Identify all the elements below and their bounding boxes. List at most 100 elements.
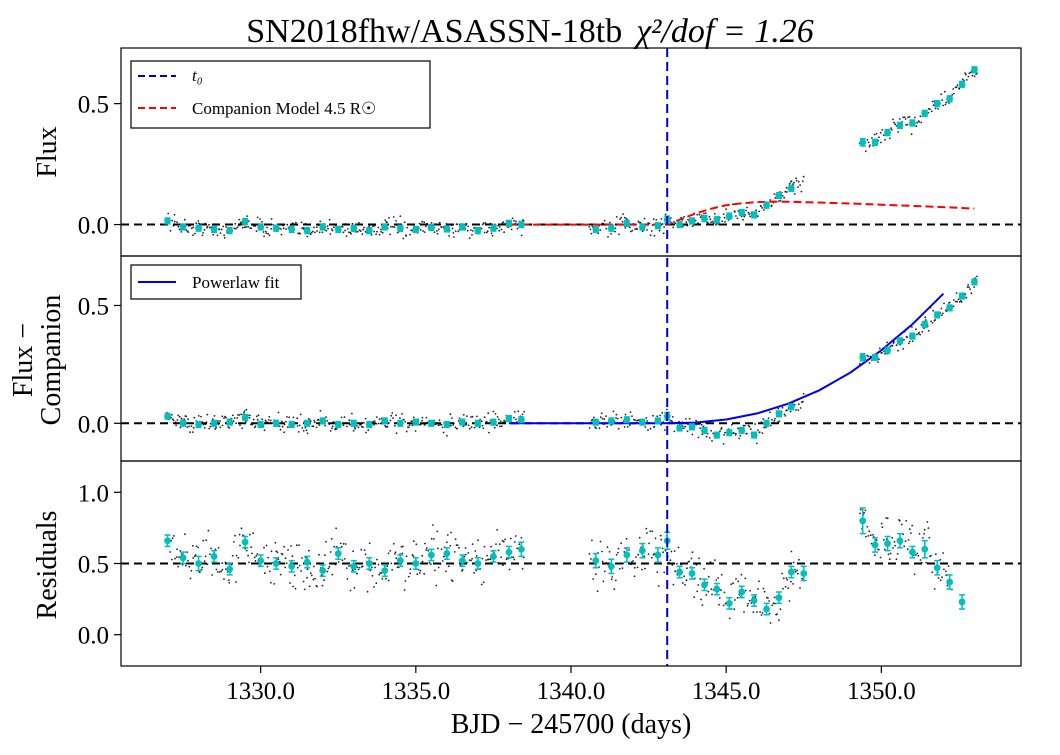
- raw-data-point: [249, 414, 251, 417]
- raw-data-point: [641, 568, 643, 571]
- raw-data-point: [868, 362, 871, 364]
- raw-data-point: [797, 409, 800, 412]
- raw-data-point: [607, 236, 609, 238]
- raw-data-point: [375, 233, 377, 236]
- raw-data-point: [743, 611, 745, 613]
- raw-data-point: [262, 231, 265, 233]
- raw-data-point: [907, 539, 910, 541]
- raw-data-point: [442, 431, 445, 434]
- raw-data-point: [707, 575, 710, 578]
- raw-data-point: [774, 197, 777, 199]
- raw-data-point: [392, 417, 394, 419]
- raw-data-point: [615, 413, 618, 416]
- raw-data-point: [257, 414, 260, 417]
- raw-data-point: [352, 430, 355, 432]
- raw-data-point: [267, 556, 270, 559]
- raw-data-point: [747, 211, 750, 214]
- raw-data-point: [287, 549, 289, 551]
- raw-data-point: [731, 203, 734, 206]
- raw-data-point: [292, 416, 295, 419]
- raw-data-point: [641, 230, 644, 233]
- raw-data-point: [377, 563, 380, 566]
- raw-data-point: [934, 107, 937, 110]
- raw-data-point: [243, 411, 245, 414]
- raw-data-point: [454, 426, 457, 429]
- raw-data-point: [625, 217, 628, 220]
- raw-data-point: [407, 575, 410, 578]
- raw-data-point: [697, 436, 700, 439]
- flux-companion-plot-area: [121, 275, 1021, 445]
- raw-data-point: [911, 326, 913, 328]
- raw-data-point: [404, 420, 406, 423]
- raw-data-point: [940, 93, 943, 96]
- raw-data-point: [908, 340, 911, 343]
- raw-data-point: [799, 407, 802, 409]
- raw-data-point: [656, 415, 659, 418]
- raw-data-point: [331, 427, 333, 430]
- raw-data-point: [192, 426, 195, 429]
- raw-data-point: [243, 410, 246, 412]
- raw-data-point: [264, 572, 266, 575]
- raw-data-point: [296, 566, 299, 569]
- raw-data-point: [470, 416, 472, 418]
- binned-data-point: [921, 545, 929, 553]
- raw-data-point: [326, 225, 329, 228]
- raw-data-point: [235, 581, 238, 583]
- raw-data-point: [328, 218, 331, 221]
- raw-data-point: [923, 533, 925, 535]
- raw-data-point: [173, 213, 176, 216]
- raw-data-point: [493, 426, 496, 429]
- raw-data-point: [631, 229, 634, 232]
- raw-data-point: [351, 222, 354, 225]
- raw-data-point: [879, 556, 882, 559]
- raw-data-point: [343, 416, 346, 419]
- raw-data-point: [450, 531, 452, 534]
- raw-data-point: [756, 611, 758, 613]
- raw-data-point: [186, 551, 189, 553]
- raw-data-point: [746, 604, 749, 607]
- raw-data-point: [468, 237, 471, 240]
- raw-data-point: [386, 425, 389, 428]
- raw-data-point: [223, 237, 226, 239]
- raw-data-point: [869, 144, 871, 147]
- raw-data-point: [643, 217, 646, 220]
- raw-data-point: [475, 569, 477, 572]
- binned-data-point: [303, 227, 311, 235]
- raw-data-point: [268, 234, 271, 237]
- raw-data-point: [902, 116, 905, 119]
- raw-data-point: [176, 548, 179, 551]
- raw-data-point: [449, 424, 452, 427]
- raw-data-point: [711, 593, 713, 596]
- raw-data-point: [486, 554, 488, 557]
- raw-data-point: [173, 220, 176, 223]
- raw-data-point: [215, 427, 217, 429]
- raw-data-point: [429, 563, 432, 565]
- raw-data-point: [749, 589, 751, 592]
- raw-data-point: [954, 300, 957, 303]
- binned-data-point: [750, 211, 758, 219]
- raw-data-point: [306, 568, 309, 571]
- binned-data-point: [607, 417, 615, 425]
- raw-data-point: [763, 590, 766, 593]
- raw-data-point: [897, 131, 899, 133]
- raw-data-point: [488, 226, 490, 229]
- raw-data-point: [255, 415, 258, 418]
- raw-data-point: [878, 358, 880, 360]
- raw-data-point: [673, 550, 676, 552]
- raw-data-point: [686, 430, 689, 433]
- raw-data-point: [652, 414, 654, 417]
- raw-data-point: [785, 577, 788, 579]
- raw-data-point: [722, 213, 725, 216]
- raw-data-point: [888, 558, 891, 561]
- raw-data-point: [223, 578, 225, 580]
- raw-data-point: [263, 235, 265, 238]
- binned-data-point: [859, 138, 867, 146]
- raw-data-point: [248, 416, 251, 419]
- binned-data-point: [933, 564, 941, 572]
- raw-data-point: [344, 543, 347, 545]
- raw-data-point: [513, 541, 516, 543]
- raw-data-point: [774, 417, 776, 420]
- raw-data-point: [409, 568, 412, 571]
- raw-data-point: [218, 571, 221, 573]
